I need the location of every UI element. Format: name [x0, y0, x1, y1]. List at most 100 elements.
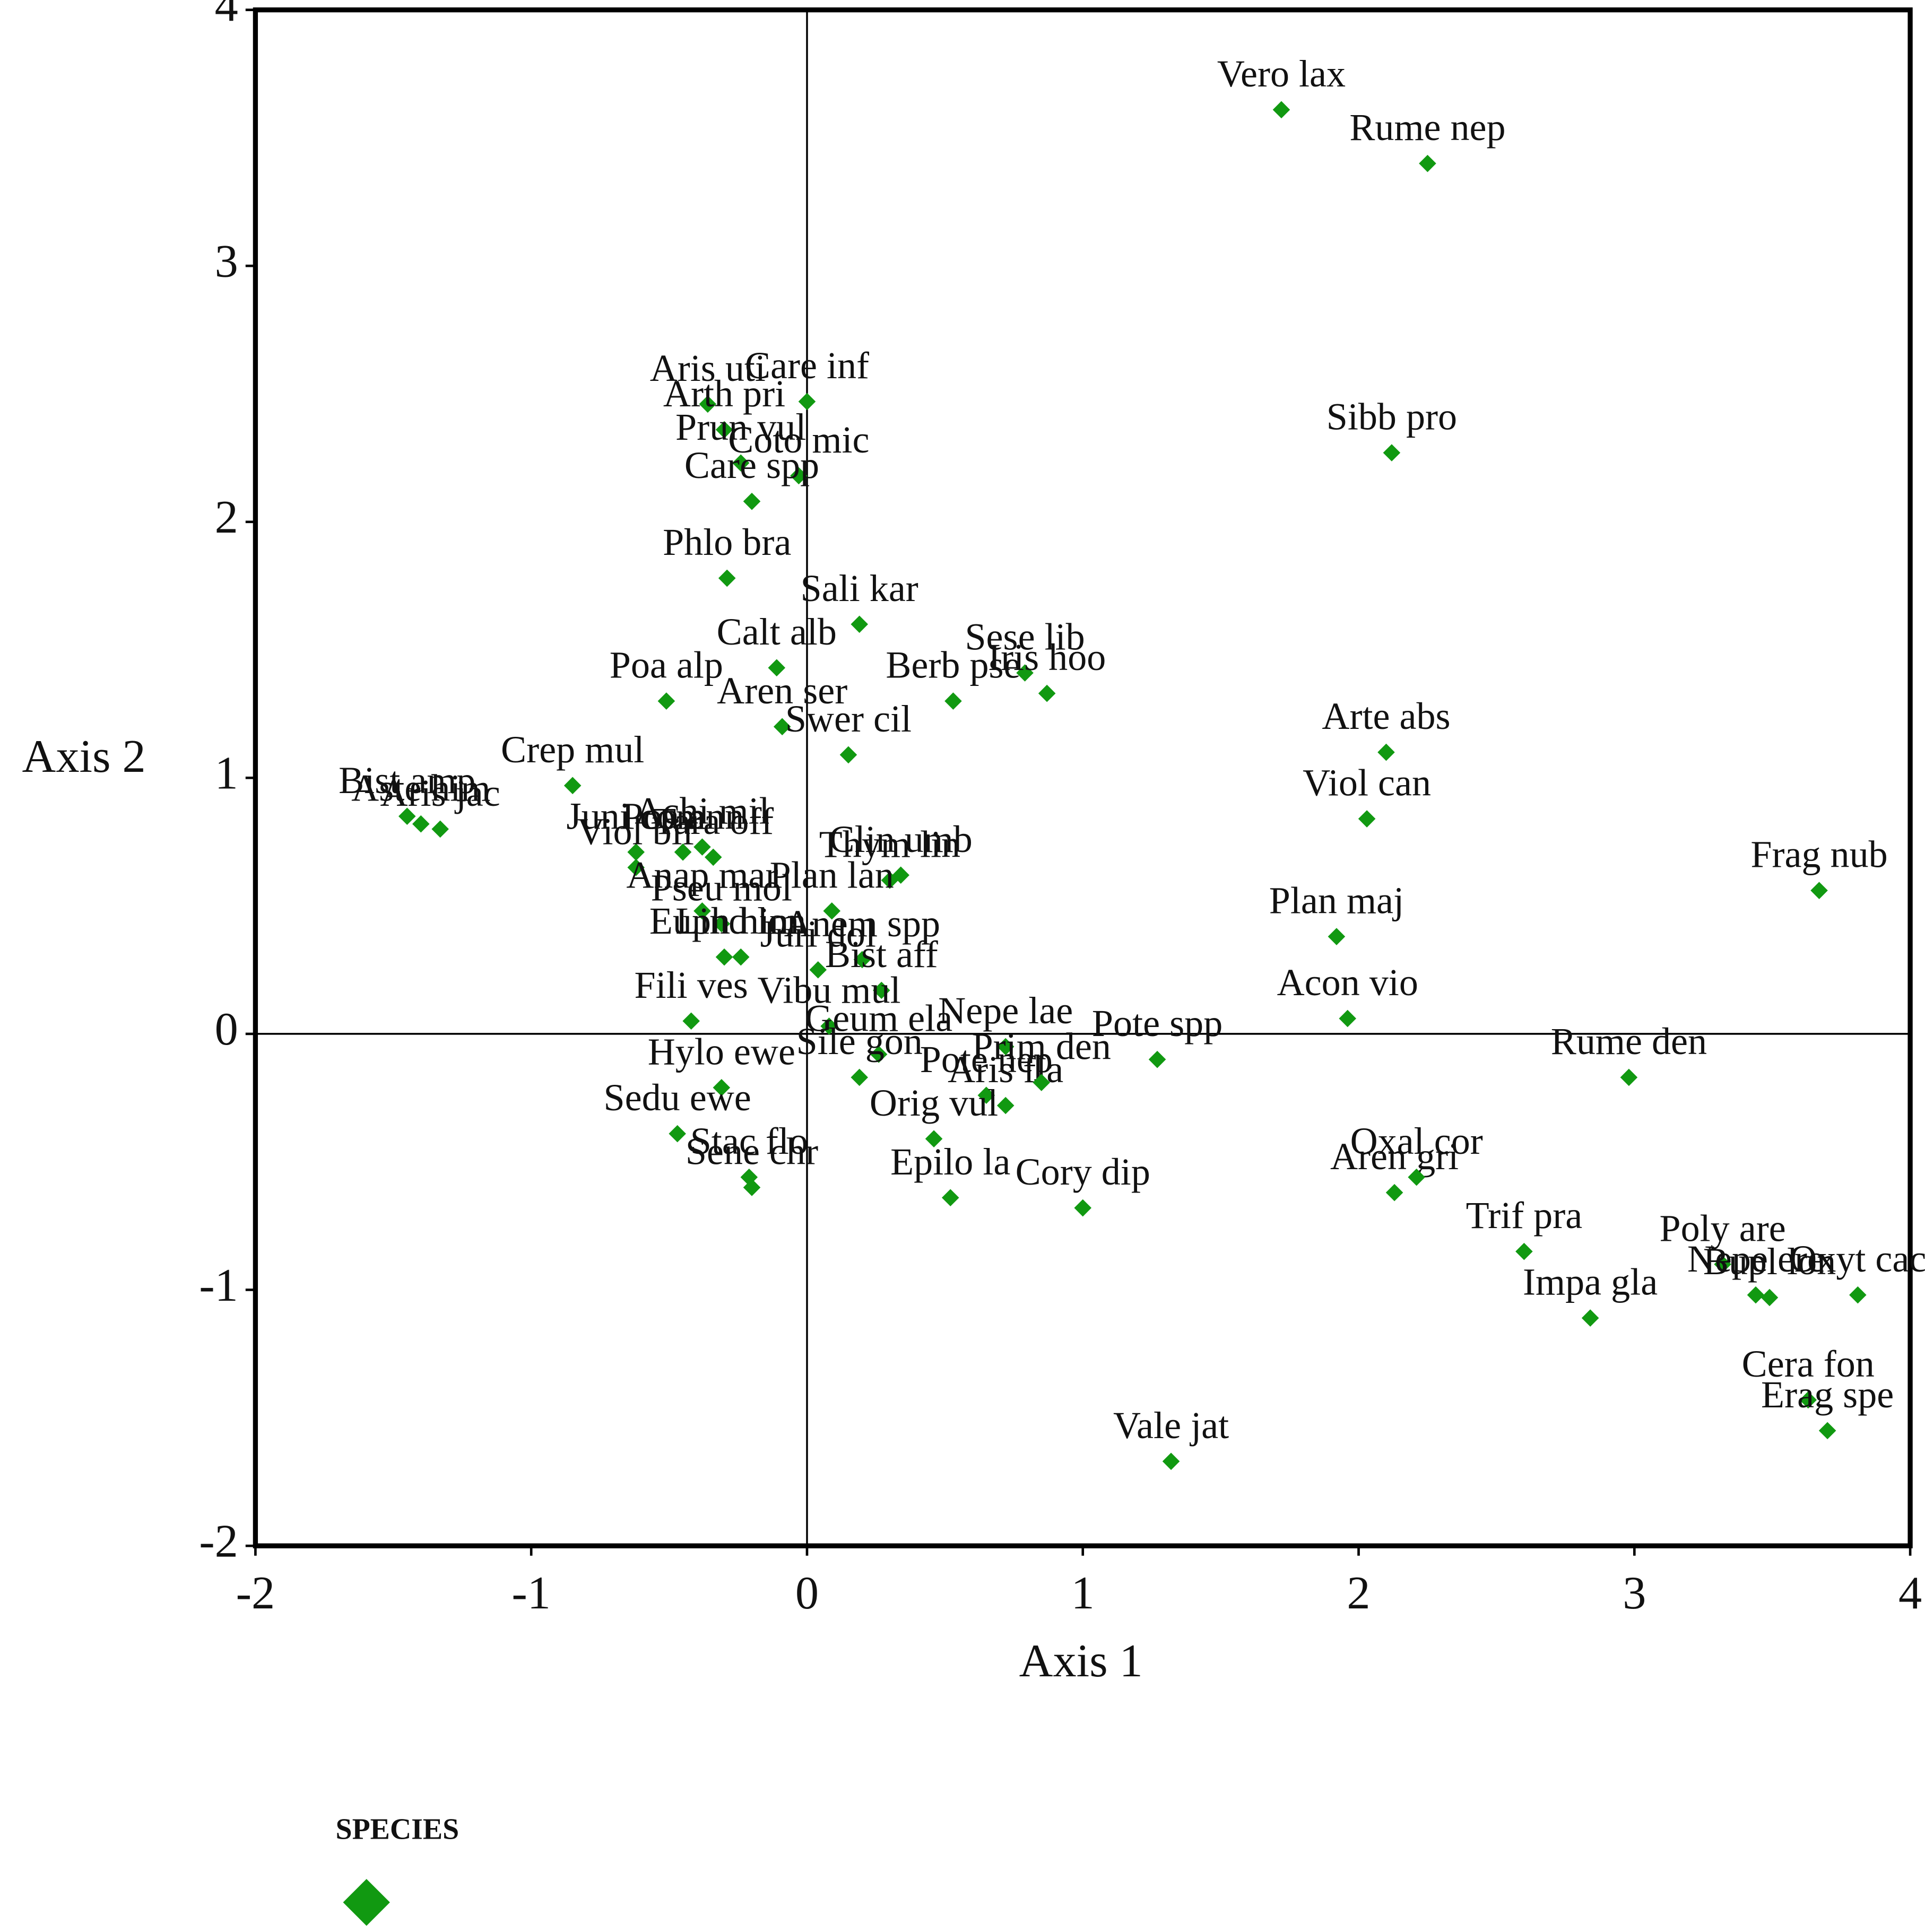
point-label: Sene chr [686, 1130, 818, 1173]
point-label: Aris uti [650, 347, 766, 389]
point-label: Trif pra [1466, 1194, 1583, 1237]
point [674, 843, 692, 861]
point-label: Sibb pro [1326, 396, 1457, 438]
point-label: Euph him [649, 900, 799, 942]
point-label: Juni com [567, 795, 706, 837]
point-label: Crep mul [501, 728, 644, 771]
point [839, 746, 857, 764]
point [1714, 1255, 1731, 1273]
point-label: Iris hoo [988, 636, 1106, 678]
point-label: Hylo ewe [648, 1030, 795, 1073]
x-tick-label: 3 [1623, 1567, 1646, 1619]
point [1383, 444, 1401, 462]
point-label: Rume den [1551, 1020, 1707, 1063]
point [851, 1068, 869, 1086]
point-label: Orig vul [870, 1082, 998, 1124]
point [790, 467, 808, 485]
point-label: Epilo la [890, 1141, 1010, 1183]
point-label: Nepe ere [1687, 1238, 1824, 1280]
point [657, 692, 675, 710]
point [977, 1086, 995, 1104]
x-tick-label: 1 [1071, 1567, 1095, 1619]
point-label: Achi mil [635, 790, 769, 832]
point-label: Bist aff [825, 933, 938, 976]
point [1581, 1309, 1599, 1327]
point-label: Nepe lae [938, 989, 1073, 1032]
point [1162, 1452, 1180, 1470]
point-label: Prim den [972, 1025, 1111, 1068]
point-label: Poly are [1660, 1207, 1786, 1249]
point-label: Arth pri [663, 372, 785, 415]
point [1810, 882, 1828, 899]
x-tick-label: 4 [1898, 1567, 1922, 1619]
point [1033, 1074, 1051, 1091]
point [627, 843, 645, 861]
point [768, 659, 786, 677]
point-label: Stac flo [690, 1120, 808, 1162]
point [1419, 154, 1436, 172]
point-label: Pseu mol [651, 866, 792, 909]
point [798, 393, 816, 411]
point [669, 1125, 686, 1143]
point [1377, 743, 1395, 761]
point [873, 981, 890, 999]
point-label: Vibu mul [758, 969, 901, 1012]
point-label: Calt alb [717, 611, 837, 653]
point-label: Viol bif [577, 810, 695, 852]
point-label: Sali kar [801, 567, 918, 610]
point-label: Vero lax [1217, 53, 1346, 95]
point-label: Care inf [745, 344, 869, 387]
point-label: Prun vul [675, 406, 806, 448]
point-label: Thym lin [819, 823, 960, 865]
point [682, 1012, 700, 1030]
plot-frame [253, 7, 1913, 1548]
point [1818, 1422, 1836, 1440]
point [713, 1078, 731, 1096]
point [699, 395, 717, 413]
point-label: Plan lan [770, 854, 894, 896]
point [773, 718, 791, 736]
point-label: Anem spp [784, 902, 940, 945]
point-label: Pote spp [1092, 1002, 1222, 1045]
point [1620, 1068, 1638, 1086]
point [1358, 810, 1376, 828]
x-axis-title: Axis 1 [1019, 1635, 1143, 1687]
point [715, 948, 733, 966]
point-label: Anap mar [626, 854, 778, 896]
point-label: Impa gla [1523, 1261, 1658, 1303]
point [941, 1189, 959, 1207]
point [925, 1130, 943, 1148]
point [693, 838, 711, 856]
point [743, 492, 761, 510]
point-label: Vale jat [1113, 1404, 1229, 1447]
point [853, 951, 871, 969]
point-label: Poa alp [610, 644, 723, 686]
point-label: Viol can [1303, 762, 1431, 804]
point-label: Oxal cor [1350, 1120, 1483, 1162]
point [996, 1096, 1014, 1115]
point [1016, 664, 1034, 682]
x-tick-label: -1 [511, 1567, 551, 1619]
point [823, 902, 841, 920]
point-label: Sile gon [796, 1020, 923, 1063]
point [1339, 1009, 1357, 1028]
point-label: Plan maj [1269, 880, 1404, 922]
point-label: Aren ser [717, 669, 847, 712]
point [1074, 1199, 1092, 1217]
point-label: Aris jac [380, 772, 500, 814]
point-label: Pote nep [920, 1038, 1053, 1081]
y-tick-label: 1 [215, 747, 238, 799]
point [881, 872, 899, 889]
point-label: Arte abs [1322, 695, 1450, 737]
point [851, 615, 869, 633]
x-tick-label: 0 [795, 1567, 819, 1619]
point-label: Frag nub [1750, 833, 1887, 876]
point [718, 569, 736, 587]
point-label: Care spp [684, 444, 819, 486]
point-label: Berb pse [886, 644, 1020, 686]
point [944, 692, 962, 710]
point [809, 961, 827, 979]
point [996, 1038, 1014, 1056]
point-label: Cory dip [1016, 1151, 1150, 1193]
